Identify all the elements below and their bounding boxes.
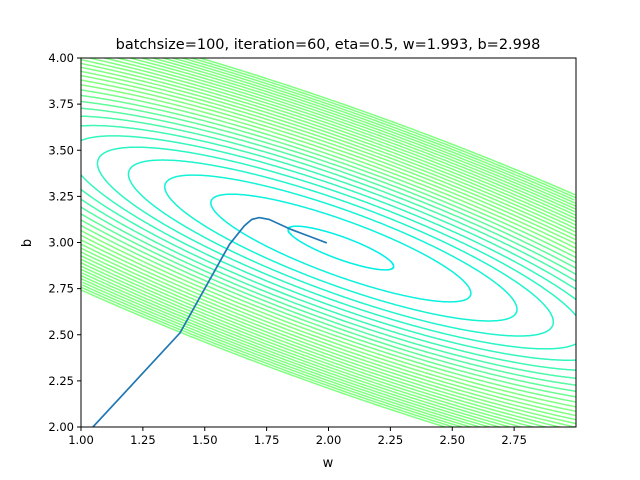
contour-level-10 xyxy=(81,94,576,398)
contour-level-8 xyxy=(81,107,576,386)
y-axis: 2.00 2.25 2.50 2.75 3.00 3.25 3.50 3.75 4.00 xyxy=(48,51,81,434)
y-tick-label: 3.50 xyxy=(48,143,74,157)
chart-title: batchsize=100, iteration=60, eta=0.5, w=… xyxy=(116,37,541,53)
y-tick-label: 3.75 xyxy=(48,97,74,111)
contour-level-6 xyxy=(81,124,576,371)
y-axis-label: b xyxy=(20,239,35,247)
y-tick-label: 3.25 xyxy=(48,189,74,203)
x-tick-label: 2.00 xyxy=(316,433,342,447)
x-tick-label: 2.75 xyxy=(501,433,527,447)
x-axis: 1.00 1.25 1.50 1.75 2.00 2.25 2.50 2.75 xyxy=(68,427,527,447)
contour-level-16 xyxy=(81,66,576,425)
y-tick-label: 2.00 xyxy=(48,420,74,434)
contour-level-29 xyxy=(81,58,576,427)
contour-level-15 xyxy=(81,70,576,421)
contour-level-4 xyxy=(96,146,576,350)
y-tick-label: 2.50 xyxy=(48,328,74,342)
y-tick-label: 3.00 xyxy=(48,236,74,250)
x-tick-label: 2.50 xyxy=(439,433,465,447)
contour-level-20 xyxy=(81,58,576,427)
x-tick-label: 1.00 xyxy=(68,433,94,447)
x-axis-label: w xyxy=(323,456,334,471)
contour-level-7 xyxy=(81,115,576,380)
contour-level-1 xyxy=(210,193,472,303)
contour-level-19 xyxy=(81,58,576,427)
contour-level-28 xyxy=(81,58,576,427)
contour-level-17 xyxy=(81,62,576,427)
contour-level-14 xyxy=(81,74,576,417)
contour-level-13 xyxy=(81,79,576,413)
y-tick-label: 2.75 xyxy=(48,282,74,296)
x-tick-label: 1.25 xyxy=(130,433,156,447)
contour-lines xyxy=(81,58,576,427)
contour-level-5 xyxy=(81,135,576,361)
contour-level-24 xyxy=(81,58,576,427)
trajectory-layer xyxy=(92,216,328,427)
y-tick-label: 2.25 xyxy=(48,374,74,388)
contour-level-25 xyxy=(81,58,576,427)
contour-level-3 xyxy=(127,159,555,337)
contour-level-21 xyxy=(81,58,576,427)
contour-level-22 xyxy=(81,58,576,427)
contour-level-2 xyxy=(164,174,518,322)
x-tick-label: 1.75 xyxy=(254,433,280,447)
x-tick-label: 2.25 xyxy=(378,433,404,447)
contour-level-12 xyxy=(81,84,576,408)
contour-level-9 xyxy=(81,100,576,393)
contour-level-18 xyxy=(81,58,576,427)
contour-level-26 xyxy=(81,58,576,427)
x-tick-label: 1.50 xyxy=(192,433,218,447)
y-tick-label: 4.00 xyxy=(48,51,74,65)
contour-level-23 xyxy=(81,58,576,427)
trajectory-line xyxy=(92,216,328,427)
contour-level-27 xyxy=(81,58,575,427)
contour-level-11 xyxy=(81,89,576,403)
